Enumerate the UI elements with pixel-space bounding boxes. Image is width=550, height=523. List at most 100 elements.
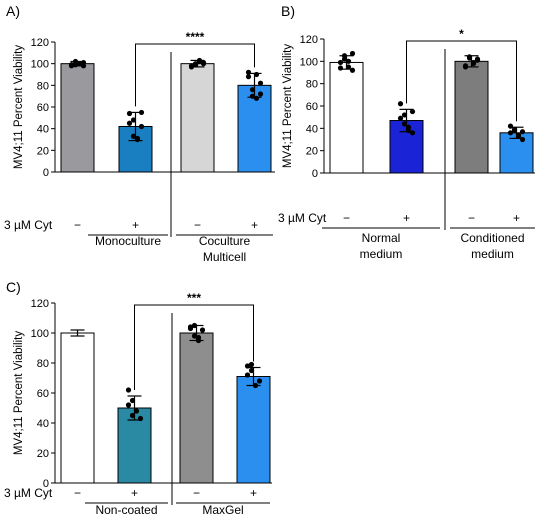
data-point: [249, 87, 256, 93]
treatment-row-label: 3 µM Cyt: [4, 486, 53, 500]
data-point: [244, 372, 251, 378]
data-point: [245, 74, 252, 80]
data-point: [191, 333, 198, 339]
data-point: [256, 378, 263, 384]
treatment-sign: −: [343, 211, 350, 225]
data-point: [195, 334, 202, 341]
y-tick-label: 100: [31, 59, 49, 71]
group-label: Non-coated: [95, 503, 157, 517]
y-tick-label: 80: [306, 79, 318, 91]
data-point: [257, 91, 264, 97]
treatment-sign: −: [468, 211, 475, 225]
data-point: [133, 408, 140, 414]
group-label: MaxGel: [202, 503, 243, 517]
data-point: [248, 367, 255, 374]
data-point: [68, 62, 75, 68]
y-tick-label: 40: [37, 124, 49, 136]
bar: [179, 332, 214, 484]
bar: [499, 132, 534, 174]
y-tick-label: 20: [37, 145, 49, 157]
panel-label: A): [6, 3, 20, 19]
treatment-sign: +: [131, 486, 138, 500]
data-point: [397, 101, 404, 107]
bar: [60, 332, 95, 484]
data-point: [507, 130, 514, 136]
data-point: [187, 325, 194, 332]
bar: [454, 60, 489, 174]
y-tick-label: 120: [300, 34, 318, 46]
data-point: [511, 126, 518, 133]
significance-bracket: [134, 304, 254, 390]
data-point: [345, 64, 352, 70]
y-tick-label: 40: [306, 123, 318, 135]
y-tick-label: 60: [37, 102, 49, 114]
significance-label: *: [459, 27, 464, 41]
bar: [236, 376, 271, 484]
treatment-sign: +: [250, 486, 257, 500]
treatment-sign: −: [74, 218, 81, 232]
y-tick-label: 80: [37, 80, 49, 92]
panel-label: C): [6, 279, 21, 295]
data-point: [519, 129, 526, 135]
bar: [329, 61, 364, 174]
data-point: [337, 59, 344, 66]
group-label: Normal: [362, 231, 401, 245]
y-tick-label: 0: [43, 167, 49, 179]
significance-label: ****: [186, 30, 205, 44]
significance-bracket: [406, 40, 517, 122]
y-axis-label: MV4;11 Percent Viability: [282, 44, 294, 168]
data-point: [409, 108, 416, 115]
chart-panel-2: B) 0 20 40 60 80 100 120 MV4;11 Percent Viabilit…: [278, 3, 535, 261]
data-point: [200, 61, 207, 67]
treatment-sign: −: [74, 486, 81, 500]
treatment-row-label: 3 µM Cyt: [278, 211, 327, 225]
y-tick-label: 0: [43, 478, 49, 490]
y-tick-label: 0: [312, 168, 318, 180]
bar: [180, 63, 215, 173]
treatment-sign: +: [251, 218, 258, 232]
data-point: [130, 133, 137, 139]
bar: [60, 63, 95, 173]
data-point: [192, 62, 199, 68]
data-point: [76, 61, 83, 67]
data-point: [345, 58, 352, 64]
data-point: [349, 50, 356, 57]
treatment-sign: −: [193, 486, 200, 500]
significance-label: ***: [187, 291, 201, 305]
data-point: [129, 412, 136, 419]
group-label: Conditioned: [460, 231, 524, 245]
group-label: Multicell: [203, 250, 246, 264]
data-point: [138, 123, 145, 130]
data-point: [257, 80, 264, 86]
data-point: [470, 60, 477, 67]
y-axis-label: MV4;11 Percent Viability: [13, 45, 25, 169]
data-point: [126, 120, 133, 126]
treatment-sign: +: [513, 211, 520, 225]
treatment-sign: −: [194, 218, 201, 232]
data-point: [126, 110, 133, 117]
data-point: [397, 115, 404, 121]
y-tick-label: 20: [306, 146, 318, 158]
data-point: [337, 65, 344, 71]
treatment-sign: +: [132, 218, 139, 232]
data-point: [125, 387, 132, 393]
data-point: [515, 132, 522, 138]
chart-panel-3: C) 0 20 40 60 80 100 120 MV4;11 Percent Viabilit…: [4, 279, 272, 517]
y-tick-label: 80: [37, 358, 49, 370]
data-point: [199, 327, 206, 333]
bar: [118, 126, 153, 173]
data-point: [466, 55, 473, 61]
data-point: [130, 117, 137, 123]
data-point: [349, 67, 356, 73]
treatment-row-label: 3 µM Cyt: [4, 218, 53, 232]
y-tick-label: 120: [31, 37, 49, 49]
group-label: Coculture: [199, 234, 251, 248]
y-tick-label: 100: [300, 56, 318, 68]
y-tick-label: 60: [37, 388, 49, 400]
data-point: [519, 136, 526, 143]
data-point: [401, 112, 408, 118]
y-tick-label: 60: [306, 101, 318, 113]
group-label: medium: [360, 247, 403, 261]
y-axis-label: MV4;11 Percent Viability: [13, 331, 25, 455]
